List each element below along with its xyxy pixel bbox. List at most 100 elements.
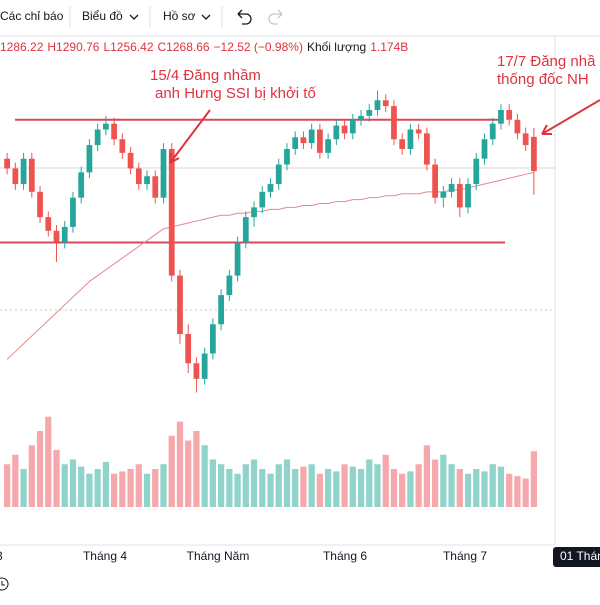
volume-bar (514, 476, 521, 507)
volume-bar (390, 469, 398, 507)
candle-body (78, 172, 85, 198)
undo-button[interactable] (237, 9, 252, 25)
candle-body (284, 148, 290, 165)
legend-value: 1.174B (370, 40, 408, 54)
volume-bar (176, 421, 184, 507)
volume-bar (341, 464, 348, 507)
annotation-arrow (541, 99, 600, 135)
volume-bar (415, 464, 422, 507)
candle-body (226, 275, 233, 296)
candle-body (242, 217, 249, 243)
candle-body (94, 129, 101, 146)
dropdown-icon (201, 14, 211, 20)
volume-bar (119, 471, 126, 507)
volume-bar (308, 464, 315, 507)
candle-body (506, 110, 513, 120)
candle-body (349, 119, 356, 134)
annotation-arrow (169, 109, 211, 164)
candle-body (465, 184, 471, 208)
volume-bar (481, 471, 488, 507)
legend-value: 1286.22 (0, 40, 44, 54)
candle-body (177, 275, 183, 335)
candle-body (300, 137, 307, 144)
candle-body (514, 119, 521, 134)
indicators-button[interactable]: Các chỉ báo (0, 9, 64, 23)
moving-average (6, 171, 534, 360)
candle-body (481, 139, 488, 159)
volume-bar (234, 473, 241, 507)
volume-bar (349, 466, 356, 507)
candle-body (86, 145, 93, 173)
volume-bar (522, 478, 529, 507)
crosshair-date-box (553, 547, 600, 567)
candle-body (61, 226, 68, 243)
volume-bar (86, 473, 93, 507)
volume-bar (530, 451, 538, 507)
candle-body (382, 100, 389, 107)
volume-bar (506, 473, 513, 507)
volume-bar (36, 431, 44, 507)
volume-bar (448, 464, 455, 507)
volume-bar (382, 454, 389, 507)
clock-icon[interactable] (0, 577, 9, 591)
legend-value: Khối lượng (307, 40, 366, 54)
candle-body (20, 158, 27, 185)
volume-bar (78, 466, 85, 507)
candle-body (144, 176, 150, 185)
candle-body (308, 129, 315, 144)
candle-body (168, 148, 175, 276)
volume-bar (20, 469, 27, 507)
candle-body (267, 184, 274, 192)
candle-body (440, 191, 447, 198)
redo-button[interactable] (268, 9, 283, 25)
candle-body (193, 363, 200, 379)
profile-button[interactable]: Hồ sơ (163, 9, 196, 23)
candle-body (45, 217, 52, 231)
candle-body (234, 242, 241, 276)
volume-bar (497, 466, 505, 507)
volume-bar (242, 464, 249, 507)
volume-bar (53, 450, 60, 507)
volume-bar (283, 459, 291, 507)
toolbar (0, 0, 600, 36)
candle-body (374, 100, 381, 111)
candle-body (522, 133, 529, 146)
candle-body (317, 129, 323, 153)
crosshair-date: 01 Tháng (560, 549, 600, 563)
candle-body (210, 324, 216, 354)
candle-body (28, 158, 35, 192)
volume-bar (226, 469, 233, 507)
volume-bar (275, 464, 282, 507)
candle-body (341, 125, 348, 134)
x-label: Tháng 4 (83, 549, 127, 563)
candle-body (201, 353, 208, 379)
candle-body (399, 139, 406, 149)
volume-bar (366, 459, 373, 507)
volume-bar (69, 459, 77, 507)
volume-bar (127, 469, 134, 507)
volume-bar (12, 454, 19, 507)
candle-body (407, 129, 414, 149)
candle-body (103, 123, 109, 130)
candle-body (531, 136, 537, 172)
volume-bar (143, 473, 151, 507)
candle-body (4, 158, 10, 169)
candle-body (53, 230, 60, 243)
candle-body (498, 110, 504, 124)
volume-bar (217, 464, 225, 507)
volume-bar (209, 459, 217, 507)
candle-body (432, 164, 438, 198)
candle-body (415, 129, 422, 134)
chart-button[interactable]: Biểu đồ (82, 9, 123, 23)
x-label: Tháng Năm (187, 549, 250, 563)
volume-bar (135, 464, 142, 507)
candle-body (185, 334, 192, 364)
volume-bar (168, 435, 175, 507)
legend-value: −12.52 (−0.98%) (214, 40, 303, 54)
volume-bar (110, 473, 118, 507)
volume-bar (431, 459, 439, 507)
candle-body (127, 152, 134, 169)
annotation: thống đốc NH (497, 71, 589, 88)
